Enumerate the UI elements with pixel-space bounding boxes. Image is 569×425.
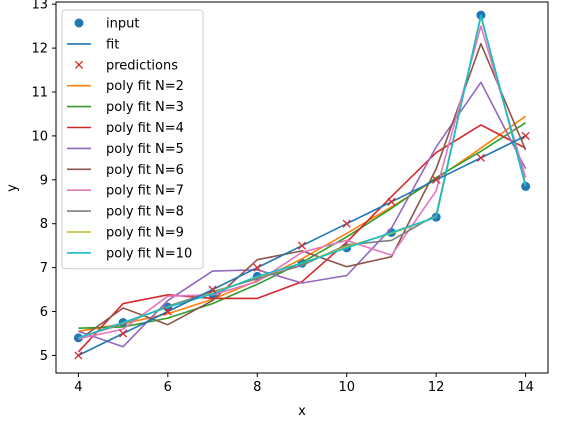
- y-tick-label: 13: [31, 0, 48, 13]
- plot-area: [73, 10, 531, 360]
- axis-ticks: 4 6 8 10 12 14 5 6 7 8 9 10 11 12 13: [31, 0, 533, 395]
- y-tick-label: 8: [40, 217, 48, 232]
- prediction-x-stroke: [163, 307, 172, 316]
- prediction-point: [253, 263, 262, 272]
- legend-label: poly fit N=5: [106, 142, 184, 157]
- legend-label: poly fit N=6: [106, 163, 184, 178]
- legend: input fit predictions poly fit N=2 poly fit …: [61, 9, 204, 270]
- legend-label: poly fit N=2: [106, 79, 184, 94]
- prediction-point: [387, 197, 396, 206]
- x-tick-label: 12: [428, 380, 445, 395]
- prediction-point: [163, 307, 172, 316]
- legend-entry: input: [74, 17, 139, 32]
- x-axis-label: x: [298, 404, 306, 419]
- legend-entry: poly fit N=4: [67, 121, 184, 136]
- legend-entry: poly fit N=2: [67, 79, 184, 94]
- y-axis-label: y: [5, 184, 20, 192]
- legend-label: fit: [106, 37, 119, 52]
- legend-entry: fit: [67, 37, 119, 52]
- legend-entry: poly fit N=5: [67, 142, 184, 157]
- input-point: [521, 181, 531, 191]
- x-tick-label: 6: [164, 380, 172, 395]
- legend-label: predictions: [106, 58, 178, 73]
- legend-entry: poly fit N=8: [67, 205, 184, 220]
- y-tick-label: 6: [40, 305, 48, 320]
- legend-entry: poly fit N=6: [67, 163, 184, 178]
- y-tick-label: 10: [31, 129, 48, 144]
- prediction-x-stroke: [342, 219, 351, 228]
- prediction-point: [208, 285, 217, 294]
- prediction-x-stroke: [119, 329, 128, 338]
- prediction-point: [342, 219, 351, 228]
- prediction-point: [119, 329, 128, 338]
- x-tick-label: 8: [253, 380, 261, 395]
- legend-entry: predictions: [74, 58, 178, 73]
- legend-swatch: [74, 60, 84, 69]
- prediction-point: [432, 175, 441, 184]
- legend-entry: poly fit N=10: [67, 246, 192, 261]
- legend-label: poly fit N=4: [106, 121, 184, 136]
- legend-label: poly fit N=3: [106, 100, 184, 115]
- series-line-poly-fit-n-10: [78, 14, 527, 339]
- x-tick-label: 4: [74, 380, 82, 395]
- prediction-point: [521, 131, 530, 140]
- legend-label: poly fit N=8: [106, 205, 184, 220]
- legend-entry: poly fit N=7: [67, 184, 184, 199]
- y-tick-label: 11: [31, 86, 48, 101]
- prediction-x-stroke: [521, 131, 530, 140]
- legend-entry: poly fit N=3: [67, 100, 184, 115]
- prediction-x-stroke: [253, 263, 262, 272]
- prediction-x-stroke: [74, 351, 83, 360]
- prediction-x-stroke: [208, 285, 217, 294]
- legend-label: poly fit N=9: [106, 226, 184, 241]
- legend-swatch: [74, 18, 84, 28]
- prediction-x-stroke: [432, 175, 441, 184]
- y-tick-label: 12: [31, 42, 48, 57]
- prediction-point: [297, 241, 307, 250]
- prediction-point: [476, 153, 485, 162]
- y-tick-label: 9: [40, 173, 48, 188]
- legend-label: poly fit N=7: [106, 184, 184, 199]
- prediction-x-stroke: [297, 241, 307, 250]
- legend-label: poly fit N=10: [106, 246, 192, 261]
- legend-entry: poly fit N=9: [67, 226, 184, 241]
- input-point: [73, 333, 83, 343]
- legend-box: [61, 9, 204, 270]
- prediction-x-stroke: [387, 197, 396, 206]
- prediction-point: [74, 351, 83, 360]
- axes-frame: [55, 1, 549, 374]
- x-tick-label: 14: [517, 380, 534, 395]
- prediction-x-stroke: [476, 153, 485, 162]
- y-tick-label: 7: [40, 261, 48, 276]
- x-tick-label: 10: [338, 380, 355, 395]
- y-tick-label: 5: [40, 349, 48, 364]
- legend-label: input: [106, 17, 139, 32]
- series-line-poly-fit-n-7: [78, 25, 527, 340]
- series-line-poly-fit-n-4: [77, 124, 526, 353]
